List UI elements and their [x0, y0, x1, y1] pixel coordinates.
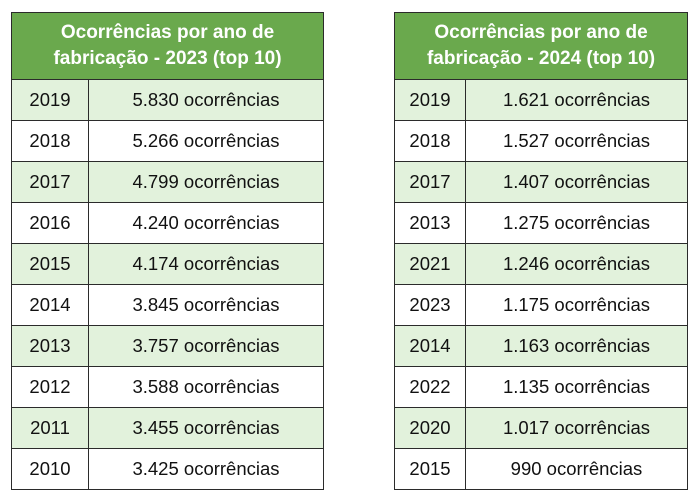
count-cell: 1.246 ocorrências: [465, 243, 688, 285]
count-cell: 5.266 ocorrências: [88, 120, 324, 162]
count-cell: 1.163 ocorrências: [465, 325, 688, 367]
year-cell: 2016: [11, 202, 89, 244]
table-row: 2013 1.275 ocorrências: [394, 202, 688, 244]
year-cell: 2014: [394, 325, 466, 367]
count-cell: 3.845 ocorrências: [88, 284, 324, 326]
count-cell: 3.425 ocorrências: [88, 448, 324, 490]
table-2023: Ocorrências por ano de fabricação - 2023…: [11, 12, 324, 490]
table-row: 2020 1.017 ocorrências: [394, 407, 688, 449]
count-cell: 1.621 ocorrências: [465, 79, 688, 121]
year-cell: 2019: [394, 79, 466, 121]
year-cell: 2011: [11, 407, 89, 449]
year-cell: 2018: [394, 120, 466, 162]
count-cell: 1.275 ocorrências: [465, 202, 688, 244]
table-row: 2015 990 ocorrências: [394, 448, 688, 490]
year-cell: 2013: [394, 202, 466, 244]
table-row: 2011 3.455 ocorrências: [11, 407, 324, 449]
table-2024-header: Ocorrências por ano de fabricação - 2024…: [394, 12, 688, 80]
count-cell: 1.527 ocorrências: [465, 120, 688, 162]
table-row: 2013 3.757 ocorrências: [11, 325, 324, 367]
year-cell: 2020: [394, 407, 466, 449]
year-cell: 2015: [394, 448, 466, 490]
table-row: 2023 1.175 ocorrências: [394, 284, 688, 326]
table-row: 2018 5.266 ocorrências: [11, 120, 324, 162]
table-row: 2019 5.830 ocorrências: [11, 79, 324, 121]
count-cell: 990 ocorrências: [465, 448, 688, 490]
table-2023-header: Ocorrências por ano de fabricação - 2023…: [11, 12, 324, 80]
year-cell: 2021: [394, 243, 466, 285]
table-row: 2021 1.246 ocorrências: [394, 243, 688, 285]
count-cell: 4.799 ocorrências: [88, 161, 324, 203]
year-cell: 2018: [11, 120, 89, 162]
year-cell: 2017: [394, 161, 466, 203]
header-row: Ocorrências por ano de fabricação - 2024…: [394, 12, 688, 80]
year-cell: 2019: [11, 79, 89, 121]
year-cell: 2023: [394, 284, 466, 326]
table-2024: Ocorrências por ano de fabricação - 2024…: [394, 12, 688, 490]
table-row: 2014 1.163 ocorrências: [394, 325, 688, 367]
year-cell: 2015: [11, 243, 89, 285]
year-cell: 2017: [11, 161, 89, 203]
count-cell: 1.135 ocorrências: [465, 366, 688, 408]
table-row: 2012 3.588 ocorrências: [11, 366, 324, 408]
year-cell: 2010: [11, 448, 89, 490]
table-row: 2016 4.240 ocorrências: [11, 202, 324, 244]
header-row: Ocorrências por ano de fabricação - 2023…: [11, 12, 324, 80]
year-cell: 2014: [11, 284, 89, 326]
table-row: 2014 3.845 ocorrências: [11, 284, 324, 326]
table-row: 2018 1.527 ocorrências: [394, 120, 688, 162]
count-cell: 3.588 ocorrências: [88, 366, 324, 408]
year-cell: 2013: [11, 325, 89, 367]
count-cell: 3.455 ocorrências: [88, 407, 324, 449]
table-row: 2019 1.621 ocorrências: [394, 79, 688, 121]
count-cell: 1.175 ocorrências: [465, 284, 688, 326]
count-cell: 1.407 ocorrências: [465, 161, 688, 203]
table-row: 2017 4.799 ocorrências: [11, 161, 324, 203]
year-cell: 2012: [11, 366, 89, 408]
count-cell: 1.017 ocorrências: [465, 407, 688, 449]
table-row: 2010 3.425 ocorrências: [11, 448, 324, 490]
count-cell: 4.174 ocorrências: [88, 243, 324, 285]
table-row: 2022 1.135 ocorrências: [394, 366, 688, 408]
count-cell: 4.240 ocorrências: [88, 202, 324, 244]
count-cell: 5.830 ocorrências: [88, 79, 324, 121]
count-cell: 3.757 ocorrências: [88, 325, 324, 367]
table-row: 2017 1.407 ocorrências: [394, 161, 688, 203]
table-row: 2015 4.174 ocorrências: [11, 243, 324, 285]
year-cell: 2022: [394, 366, 466, 408]
